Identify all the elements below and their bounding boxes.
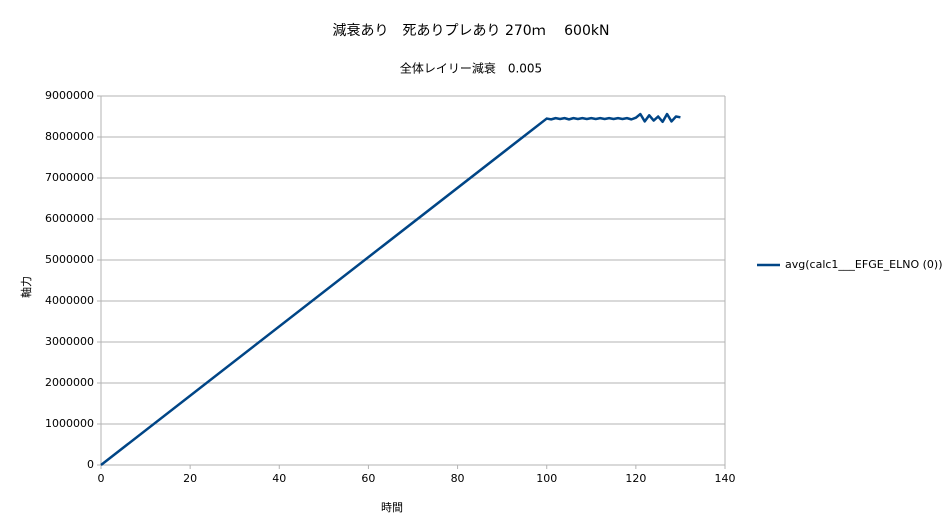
x-tick-label: 40 <box>272 472 286 485</box>
y-tick-label: 1000000 <box>45 417 94 430</box>
y-tick-label: 9000000 <box>45 89 94 102</box>
legend-label: avg(calc1___EFGE_ELNO (0)) <box>785 258 943 271</box>
x-tick-label: 60 <box>361 472 375 485</box>
y-tick-label: 6000000 <box>45 212 94 225</box>
x-tick-label: 100 <box>536 472 557 485</box>
y-axis-label: 軸力 <box>19 276 33 298</box>
series-line <box>100 112 681 466</box>
y-tick-label: 5000000 <box>45 253 94 266</box>
chart-title: 減衰あり 死ありプレあり 270ｍ 600kN <box>333 22 610 39</box>
y-tick-label: 2000000 <box>45 376 94 389</box>
x-tick-label: 120 <box>625 472 646 485</box>
x-tick-label: 140 <box>715 472 736 485</box>
chart-subtitle: 全体レイリー減衰 0.005 <box>400 61 542 76</box>
y-tick-label: 0 <box>87 458 94 471</box>
x-tick-label: 0 <box>98 472 105 485</box>
x-tick-label: 20 <box>183 472 197 485</box>
y-tick-label: 3000000 <box>45 335 94 348</box>
y-tick-label: 4000000 <box>45 294 94 307</box>
x-axis-label: 時間 <box>381 501 403 514</box>
y-tick-label: 8000000 <box>45 130 94 143</box>
x-tick-label: 80 <box>451 472 465 485</box>
y-tick-label: 7000000 <box>45 171 94 184</box>
